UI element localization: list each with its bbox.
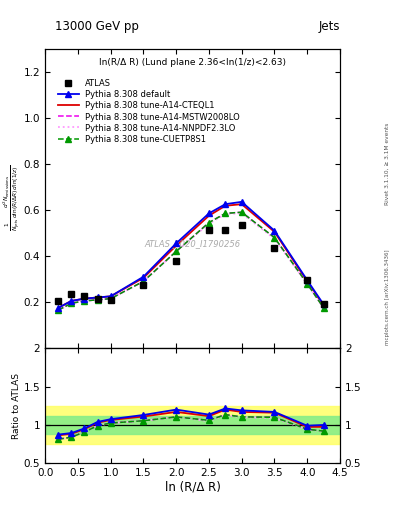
Line: Pythia 8.308 default: Pythia 8.308 default [55,199,326,311]
ATLAS [321,301,326,307]
Pythia 8.308 default [223,201,228,207]
Pythia 8.308 tune-A14-CTEQL1 [56,305,61,311]
Pythia 8.308 tune-CUETP8S1 [82,298,87,304]
Pythia 8.308 tune-CUETP8S1 [272,234,277,241]
Pythia 8.308 tune-A14-NNPDF2.3LO [69,300,74,306]
Pythia 8.308 tune-A14-NNPDF2.3LO [207,221,211,227]
Pythia 8.308 tune-A14-CTEQL1 [95,294,100,301]
Line: Pythia 8.308 tune-A14-CTEQL1: Pythia 8.308 tune-A14-CTEQL1 [58,204,323,308]
Text: ATLAS_2020_I1790256: ATLAS_2020_I1790256 [145,239,241,248]
Pythia 8.308 default [82,295,87,302]
Pythia 8.308 tune-CUETP8S1 [305,281,310,287]
Line: Pythia 8.308 tune-A14-NNPDF2.3LO: Pythia 8.308 tune-A14-NNPDF2.3LO [58,214,323,310]
Pythia 8.308 tune-A14-CTEQL1 [108,293,113,300]
Pythia 8.308 default [272,227,277,233]
Legend: ATLAS, Pythia 8.308 default, Pythia 8.308 tune-A14-CTEQL1, Pythia 8.308 tune-A14: ATLAS, Pythia 8.308 default, Pythia 8.30… [55,77,242,146]
X-axis label: ln (R/Δ R): ln (R/Δ R) [165,481,220,494]
Pythia 8.308 tune-A14-CTEQL1 [305,279,310,285]
Text: Rivet 3.1.10, ≥ 3.1M events: Rivet 3.1.10, ≥ 3.1M events [385,123,390,205]
Pythia 8.308 tune-A14-NNPDF2.3LO [305,281,310,287]
Pythia 8.308 tune-CUETP8S1 [141,279,146,285]
Pythia 8.308 tune-A14-NNPDF2.3LO [82,298,87,304]
Pythia 8.308 default [141,273,146,280]
Text: ln(R/Δ R) (Lund plane 2.36<ln(1/z)<2.63): ln(R/Δ R) (Lund plane 2.36<ln(1/z)<2.63) [99,58,286,67]
Pythia 8.308 tune-A14-CTEQL1 [174,243,178,249]
Y-axis label: Ratio to ATLAS: Ratio to ATLAS [12,373,21,439]
Pythia 8.308 tune-A14-NNPDF2.3LO [141,279,146,285]
Bar [45,416,340,434]
Pythia 8.308 default [69,298,74,304]
Pythia 8.308 tune-CUETP8S1 [207,220,211,226]
ATLAS [305,277,310,283]
Pythia 8.308 tune-A14-MSTW2008LO [272,234,277,241]
Pythia 8.308 default [56,305,61,311]
ATLAS [272,245,277,251]
Pythia 8.308 default [321,301,326,307]
Pythia 8.308 tune-A14-MSTW2008LO [223,210,228,217]
Pythia 8.308 default [207,210,211,217]
ATLAS [108,297,113,303]
Pythia 8.308 tune-CUETP8S1 [174,248,178,254]
Pythia 8.308 tune-A14-NNPDF2.3LO [223,211,228,217]
Pythia 8.308 default [305,277,310,283]
Pythia 8.308 tune-A14-MSTW2008LO [305,281,310,287]
Pythia 8.308 tune-A14-NNPDF2.3LO [321,305,326,311]
Pythia 8.308 tune-A14-MSTW2008LO [174,248,178,254]
Pythia 8.308 tune-A14-CTEQL1 [69,298,74,304]
Text: mcplots.cern.ch [arXiv:1306.3436]: mcplots.cern.ch [arXiv:1306.3436] [385,249,390,345]
Bar [45,406,340,444]
Pythia 8.308 tune-CUETP8S1 [56,307,61,313]
Pythia 8.308 tune-A14-CTEQL1 [272,229,277,235]
Pythia 8.308 tune-A14-MSTW2008LO [141,279,146,285]
Pythia 8.308 tune-CUETP8S1 [108,295,113,302]
Pythia 8.308 tune-A14-CTEQL1 [321,303,326,309]
Pythia 8.308 tune-CUETP8S1 [223,210,228,217]
ATLAS [207,226,211,232]
Pythia 8.308 tune-CUETP8S1 [95,297,100,303]
ATLAS [239,222,244,228]
Pythia 8.308 tune-CUETP8S1 [69,300,74,306]
Pythia 8.308 default [174,240,178,246]
Pythia 8.308 default [239,199,244,205]
Text: 13000 GeV pp: 13000 GeV pp [55,20,139,33]
Pythia 8.308 tune-A14-NNPDF2.3LO [174,248,178,254]
Pythia 8.308 tune-A14-MSTW2008LO [82,298,87,304]
Pythia 8.308 tune-A14-NNPDF2.3LO [56,307,61,313]
Pythia 8.308 tune-A14-NNPDF2.3LO [108,295,113,302]
Line: ATLAS: ATLAS [55,222,327,308]
Pythia 8.308 tune-A14-CTEQL1 [239,201,244,207]
Pythia 8.308 tune-A14-CTEQL1 [141,275,146,281]
Pythia 8.308 tune-A14-NNPDF2.3LO [239,210,244,217]
Pythia 8.308 tune-A14-MSTW2008LO [69,300,74,306]
Text: Jets: Jets [318,20,340,33]
ATLAS [174,258,178,264]
ATLAS [69,291,74,297]
Pythia 8.308 tune-A14-MSTW2008LO [239,209,244,216]
Pythia 8.308 default [95,294,100,301]
ATLAS [56,298,61,304]
Pythia 8.308 default [108,293,113,300]
Pythia 8.308 tune-A14-MSTW2008LO [108,295,113,302]
Pythia 8.308 tune-A14-CTEQL1 [82,295,87,302]
Pythia 8.308 tune-A14-CTEQL1 [223,203,228,209]
Pythia 8.308 tune-A14-MSTW2008LO [207,220,211,226]
ATLAS [223,226,228,232]
ATLAS [95,295,100,302]
Pythia 8.308 tune-A14-MSTW2008LO [95,297,100,303]
Pythia 8.308 tune-A14-CTEQL1 [207,212,211,219]
Y-axis label: $\frac{1}{N_{\mathrm{jets}}}\frac{d^2 N_{\mathrm{emissions}}}{d\ln(R/\Delta R)\,: $\frac{1}{N_{\mathrm{jets}}}\frac{d^2 N_… [2,165,22,231]
Pythia 8.308 tune-A14-MSTW2008LO [321,305,326,311]
ATLAS [141,282,146,288]
ATLAS [82,293,87,300]
Pythia 8.308 tune-CUETP8S1 [321,305,326,311]
Line: Pythia 8.308 tune-A14-MSTW2008LO: Pythia 8.308 tune-A14-MSTW2008LO [58,212,323,310]
Line: Pythia 8.308 tune-CUETP8S1: Pythia 8.308 tune-CUETP8S1 [55,209,326,313]
Pythia 8.308 tune-A14-MSTW2008LO [56,307,61,313]
Pythia 8.308 tune-CUETP8S1 [239,209,244,216]
Pythia 8.308 tune-A14-NNPDF2.3LO [95,297,100,303]
Pythia 8.308 tune-A14-NNPDF2.3LO [272,236,277,242]
